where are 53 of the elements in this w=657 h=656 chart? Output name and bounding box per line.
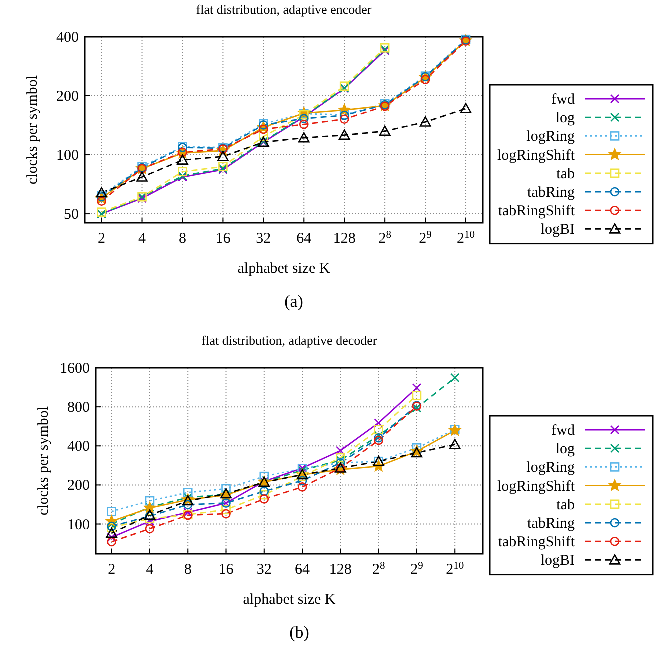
legend-label: logRing (526, 460, 576, 476)
y-tick-label: 800 (68, 400, 90, 416)
chart-title: flat distribution, adaptive decoder (202, 333, 378, 348)
x-tick-label: 2$^{10}$ (457, 230, 476, 247)
text: (b) (290, 623, 310, 642)
legend-label: fwd (552, 92, 576, 108)
legend-label: log (556, 110, 576, 127)
legend-label: tab (556, 497, 575, 514)
x-tick-label: 16 (216, 231, 232, 247)
x-axis-title: alphabet size K (238, 261, 330, 277)
x-tick-label: 2$^{9}$ (419, 230, 432, 247)
x-tick-label: 32 (256, 231, 272, 247)
y-tick-label: 400 (68, 439, 90, 456)
legend-label: tab (556, 166, 575, 182)
y-tick-label: 50 (64, 207, 79, 224)
legend-label: logRingShift (497, 148, 576, 164)
x-tick-label: 4 (138, 231, 147, 247)
y-tick-label: 200 (56, 89, 79, 106)
y-axis-title: clocks per symbol (25, 75, 41, 185)
x-tick-label: 16 (218, 562, 234, 578)
legend-label: logRingShift (497, 478, 576, 495)
x-tick-label: 2$^{8}$ (378, 230, 392, 247)
legend-label: tabRingShift (498, 534, 576, 551)
x-tick-label: 2$^{9}$ (410, 560, 424, 578)
x-tick-label: 8 (178, 231, 186, 247)
legend-label: tabRingShift (498, 204, 576, 220)
y-tick-label: 100 (68, 517, 90, 534)
x-tick-label: 2$^{10}$ (446, 560, 464, 578)
x-tick-label: 2$^{8}$ (372, 560, 386, 578)
legend-label: logRing (526, 129, 576, 146)
y-tick-label: 400 (56, 30, 79, 46)
x-tick-label: 64 (295, 562, 311, 578)
x-tick-label: 128 (329, 562, 352, 578)
legend-label: log (556, 442, 576, 458)
x-tick-label: 128 (333, 231, 356, 247)
x-tick-label: 8 (184, 562, 192, 578)
legend-label: fwd (552, 423, 576, 439)
y-axis-title: clocks per symbol (36, 406, 52, 516)
legend-label: tabRing (528, 516, 576, 532)
x-tick-label: 64 (296, 231, 312, 247)
text: (a) (284, 292, 304, 311)
x-tick-label: 32 (256, 562, 272, 578)
x-tick-label: 4 (146, 562, 154, 578)
legend-label: logBI (540, 222, 575, 238)
x-tick-label: 2 (98, 231, 106, 247)
y-tick-label: 1600 (60, 361, 90, 377)
chart-title: flat distribution, adaptive encoder (196, 2, 372, 17)
y-tick-label: 200 (68, 478, 90, 494)
legend-label: tabRing (528, 185, 576, 201)
legend-label: logBI (540, 553, 575, 570)
x-tick-label: 2 (108, 562, 116, 578)
y-tick-label: 100 (56, 148, 79, 164)
x-axis-title: alphabet size K (243, 592, 336, 608)
